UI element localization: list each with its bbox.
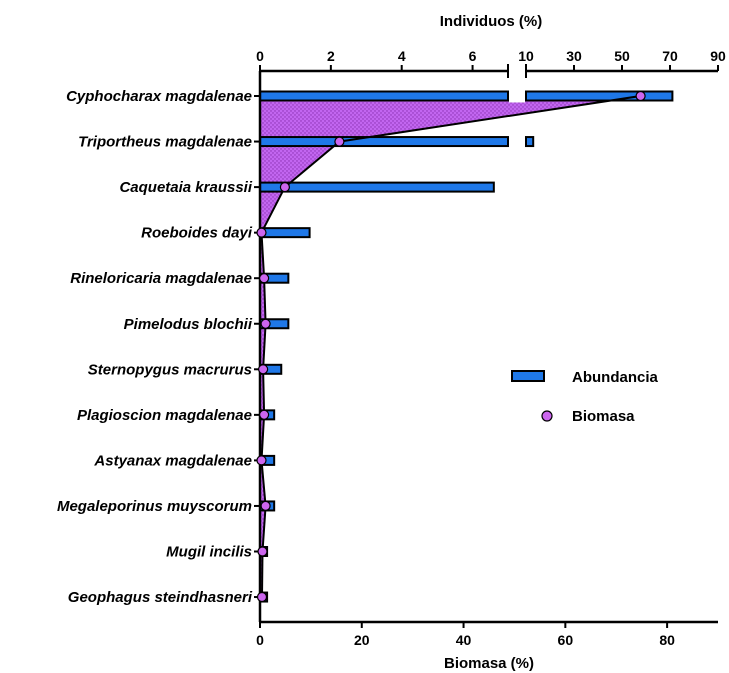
top-axis-tick-label: 4	[398, 48, 406, 64]
biomasa-point	[259, 409, 270, 420]
species-label: Plagioscion magdalenae	[77, 407, 252, 424]
biomasa-point	[279, 182, 290, 193]
top-axis-tick-label: 2	[327, 48, 335, 64]
abundancia-bar	[259, 227, 311, 239]
abundancia-bar	[259, 90, 509, 102]
biomasa-point	[635, 90, 646, 102]
species-label: Sternopygus macrurus	[88, 361, 252, 378]
species-label: Geophagus steindhasneri	[68, 589, 253, 606]
legend: Abundancia Biomasa	[511, 369, 658, 425]
species-label: Astyanax magdalenae	[93, 452, 252, 469]
biomasa-point	[256, 455, 267, 466]
legend-biomasa-marker	[541, 410, 553, 422]
bottom-axis-title: Biomasa (%)	[444, 655, 534, 672]
biomasa-point	[259, 273, 270, 284]
axis-break-gap	[509, 89, 525, 103]
top-axis-tick-label: 70	[662, 48, 678, 64]
species-label: Roeboides dayi	[141, 225, 253, 242]
biomasa-point	[260, 500, 271, 511]
top-axis-tick-label: 30	[566, 48, 582, 64]
top-axis-tick-label: 10	[518, 48, 534, 64]
biomasa-point	[258, 364, 269, 375]
biomasa-point-layer	[256, 90, 646, 603]
species-label-layer: Cyphocharax magdalenae Triportheus magdal…	[57, 88, 253, 606]
biomasa-line	[260, 95, 641, 598]
abundancia-bar-layer	[259, 90, 674, 603]
species-label: Mugil incilis	[166, 544, 252, 561]
biomasa-point	[334, 136, 345, 147]
bottom-axis-tick-label: 40	[456, 632, 472, 648]
abundancia-bar-broken-part	[525, 136, 535, 148]
top-axis-tick-label: 50	[614, 48, 630, 64]
biomasa-area-layer	[260, 96, 641, 598]
species-label: Caquetaia kraussii	[119, 179, 252, 196]
species-label: Megaleporinus muyscorum	[57, 498, 252, 515]
biomasa-point	[256, 591, 268, 603]
species-label: Rineloricaria magdalenae	[70, 270, 252, 287]
top-axis-tick-label: 90	[710, 48, 726, 64]
species-label: Cyphocharax magdalenae	[66, 88, 252, 105]
bottom-axis-tick-label: 60	[558, 632, 574, 648]
top-axis-tick-label: 0	[256, 48, 264, 64]
biomasa-point	[257, 546, 268, 557]
biomasa-area	[260, 96, 641, 598]
species-label: Triportheus magdalenae	[78, 134, 252, 151]
top-axis-title: Individuos (%)	[440, 13, 543, 30]
biomasa-line-layer	[260, 95, 641, 598]
abundancia-bar	[259, 136, 509, 148]
legend-abundancia-swatch	[511, 370, 545, 382]
bottom-axis-tick-label: 0	[256, 632, 264, 648]
biomasa-point	[256, 227, 267, 238]
top-axis-tick-label: 6	[469, 48, 477, 64]
abundancia-bar-broken-part	[525, 90, 674, 102]
species-label: Pimelodus blochii	[124, 316, 253, 333]
biomasa-point	[260, 318, 271, 329]
bottom-axis-tick-label: 80	[659, 632, 675, 648]
abundancia-bar	[259, 181, 495, 193]
legend-biomasa-label: Biomasa	[572, 408, 635, 425]
legend-abundancia-label: Abundancia	[572, 369, 658, 386]
bottom-axis-tick-label: 20	[354, 632, 370, 648]
